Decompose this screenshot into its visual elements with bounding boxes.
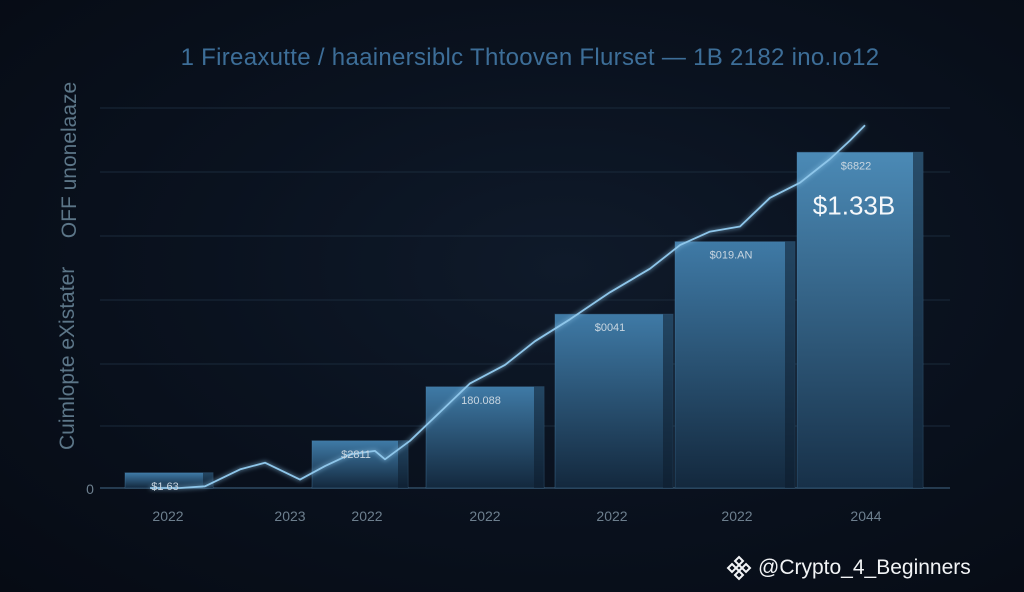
bar <box>425 386 545 489</box>
bar-side-face <box>913 152 923 488</box>
bar-side-face <box>663 314 673 488</box>
bar <box>674 241 796 489</box>
bar <box>796 151 924 489</box>
bar-value-label: $6822 <box>841 160 872 172</box>
chart-text-layer: $1 63 $2811 180.088 $0041 $019.AN $6822 $1.33B… <box>86 160 895 524</box>
trend-line <box>150 124 866 489</box>
x-tick-label: 2044 <box>850 508 881 524</box>
bar-value-label: $0041 <box>595 322 626 334</box>
watermark: @Crypto_4_Beginners <box>726 553 971 583</box>
bar-value-label: $2811 <box>341 449 371 461</box>
x-tick-label: 2023 <box>274 508 305 524</box>
chart-title: 1 Fireaxutte / haainersiblc Thtooven Flu… <box>180 44 880 71</box>
x-tick-label: 2022 <box>721 508 752 524</box>
binance-diamond-icon <box>726 555 752 581</box>
bar-side-face <box>534 386 544 488</box>
bars <box>124 151 924 489</box>
x-tick-label: 2022 <box>469 508 500 524</box>
bar-side-face <box>203 472 213 488</box>
watermark-handle: @Crypto_4_Beginners <box>758 556 971 579</box>
bar <box>554 313 674 489</box>
bar-value-label: 180.088 <box>461 395 501 407</box>
bar-side-face <box>785 241 795 488</box>
bar-side-face <box>398 440 408 488</box>
y-zero-label: 0 <box>86 481 94 497</box>
x-tick-label: 2022 <box>596 508 627 524</box>
bar-value-label: $019.AN <box>710 250 753 262</box>
x-tick-label: 2022 <box>351 508 382 524</box>
bar-value-label: $1 63 <box>151 481 179 493</box>
trend-line-layer <box>150 124 866 489</box>
x-tick-label: 2022 <box>152 508 183 524</box>
highlight-value-label: $1.33B <box>813 190 895 220</box>
